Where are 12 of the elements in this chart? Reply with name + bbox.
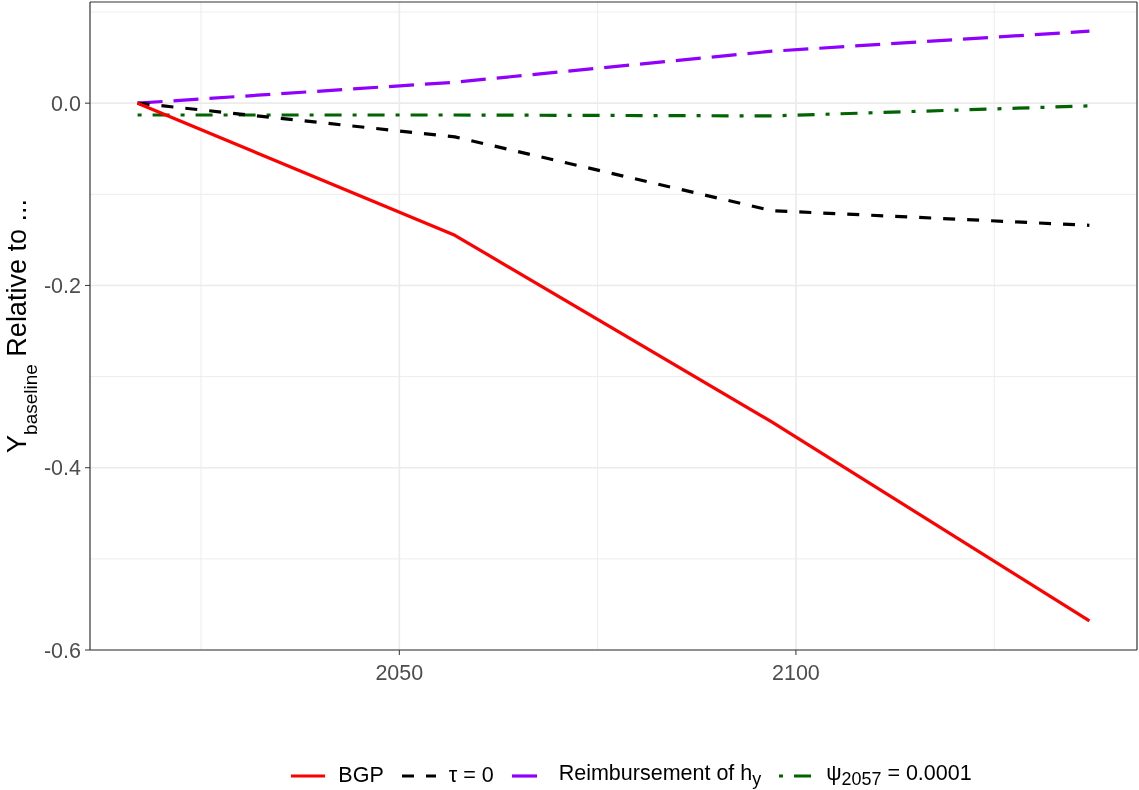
line-series — [135, 101, 1092, 623]
y-tick-label: -0.2 — [43, 274, 81, 299]
x-tick-label: 2050 — [375, 661, 424, 686]
x-tick-label: 2100 — [772, 661, 820, 686]
line-series — [135, 29, 1092, 105]
legend-label: Reimbursement of h$_{y}$ — [558, 761, 762, 790]
legend-label: τ = 0 — [448, 763, 494, 789]
y-tick-label: 0.0 — [51, 91, 82, 116]
legend-label: BGP — [338, 763, 384, 789]
y-tick-label: -0.6 — [43, 638, 82, 663]
legend-label: ψ$_{2057}$ = 0.0001 — [826, 761, 972, 790]
y-tick-label: -0.4 — [43, 456, 82, 481]
